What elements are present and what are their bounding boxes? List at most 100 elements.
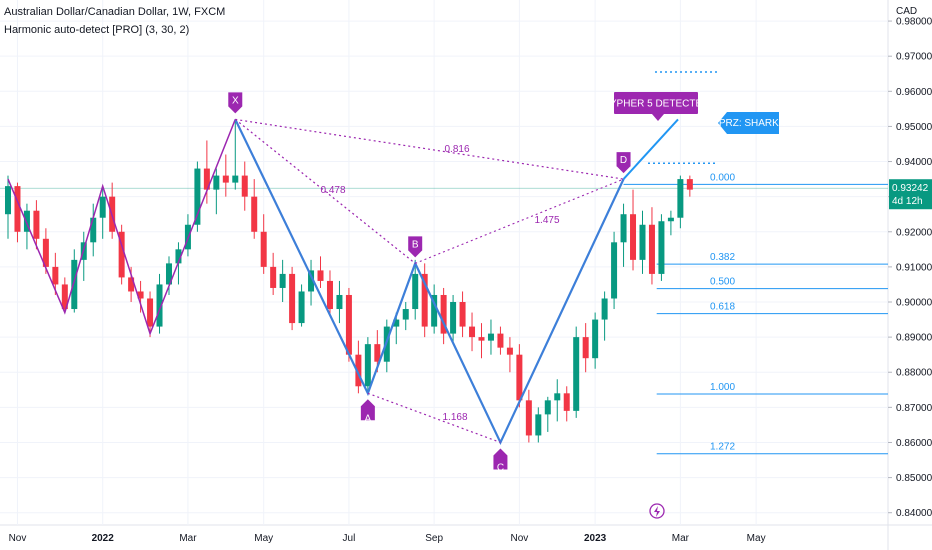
candle-body: [165, 263, 172, 285]
candle-body: [156, 284, 163, 327]
candle-body: [544, 400, 551, 415]
candle-body: [601, 298, 608, 320]
y-tick-label: 0.96000: [896, 87, 932, 98]
y-tick-label: 0.95000: [896, 122, 932, 133]
pattern-point-x: X: [228, 92, 243, 114]
candle-body: [497, 333, 504, 348]
indicator-label[interactable]: Harmonic auto-detect [PRO] (3, 30, 2): [4, 24, 190, 36]
candle-body: [232, 175, 239, 183]
candle-body: [33, 210, 40, 239]
candle-body: [175, 249, 182, 264]
candle-body: [677, 179, 684, 218]
fib-level-label: 0.500: [710, 277, 735, 288]
fib-level-label: 1.272: [710, 442, 735, 453]
candle-body: [289, 273, 296, 324]
candle-body: [61, 284, 68, 310]
y-tick-label: 0.84000: [896, 508, 932, 519]
fib-level-label: 0.000: [710, 172, 735, 183]
candle-body: [573, 337, 580, 411]
candle-body: [516, 354, 523, 401]
y-tick-label: 0.92000: [896, 227, 932, 238]
candle-body: [582, 337, 589, 359]
ratio-line: [234, 118, 416, 264]
y-tick-label: 0.98000: [896, 17, 932, 28]
candle-body: [147, 298, 154, 327]
candle-body: [270, 266, 277, 288]
candle-body: [298, 291, 305, 324]
candle-body: [620, 214, 627, 243]
point-marker: [360, 399, 375, 421]
candle-body: [14, 186, 21, 232]
bar-countdown: 4d 12h: [892, 196, 923, 207]
y-tick-label: 0.91000: [896, 262, 932, 273]
candle-body: [393, 319, 400, 327]
fib-level-label: 0.618: [710, 302, 735, 313]
projection-line: [622, 118, 679, 180]
candle-body: [450, 302, 457, 334]
zigzag-line: [7, 119, 236, 336]
current-price-label: 0.93242 4d 12h: [889, 179, 932, 210]
fib-levels: 0.000 0.382 0.500 0.618 1.000 1.272: [0, 71, 888, 455]
candle-body: [412, 273, 419, 310]
pattern-point-b: B: [408, 236, 423, 258]
x-tick-label: Nov: [510, 533, 528, 544]
y-tick-label: 0.88000: [896, 368, 932, 379]
point-marker: [228, 92, 243, 114]
candle-body: [5, 186, 11, 215]
candle-body: [23, 210, 30, 232]
y-tick-label: 0.85000: [896, 473, 932, 484]
y-tick-label: 0.94000: [896, 157, 932, 168]
point-label: X: [232, 95, 239, 106]
y-tick-label: 0.89000: [896, 333, 932, 344]
candle-body: [374, 344, 381, 362]
candle-body: [137, 291, 144, 299]
x-tick-label: Nov: [9, 533, 27, 544]
point-label: C: [497, 462, 504, 473]
prz-tag: PRZ: SHARK 5: [718, 112, 788, 134]
point-marker: [616, 152, 631, 174]
x-tick-label: 2023: [584, 533, 607, 544]
x-tick-label: Sep: [425, 533, 443, 544]
candle-body: [421, 273, 428, 327]
prz-tag-label: PRZ: SHARK 5: [719, 118, 788, 129]
zigzag: [7, 119, 236, 336]
candle-body: [686, 179, 693, 190]
ratio-label: 1.168: [442, 412, 467, 423]
candle-body: [630, 214, 637, 260]
event-icon-ring: [649, 503, 665, 519]
candle-body: [71, 259, 78, 310]
point-label: D: [620, 155, 627, 166]
candle-body: [554, 393, 561, 401]
candle-body: [535, 414, 542, 436]
event-lightning-icon: [649, 503, 665, 519]
candle-body: [308, 270, 315, 292]
candle-body: [431, 294, 438, 327]
event-icon-bolt: [654, 506, 660, 517]
candle-body: [90, 217, 97, 243]
harmonic-pattern: 0.816 0.478 1.475 1.168 X A B C D: [228, 92, 679, 473]
detected-tag-box: [614, 92, 698, 114]
candle-body: [648, 224, 655, 274]
point-label: A: [365, 413, 372, 424]
candle-body: [326, 280, 333, 310]
candle-body: [478, 337, 485, 341]
candle-body: [99, 196, 106, 218]
price-axis[interactable]: 0.980000.970000.960000.950000.940000.930…: [888, 17, 932, 520]
x-tick-label: Jul: [343, 533, 356, 544]
detected-tag-label: CYPHER 5 DETECTED: [603, 99, 710, 110]
candle-body: [317, 270, 324, 281]
ratio-label: 0.816: [444, 144, 469, 155]
y-tick-label: 0.86000: [896, 438, 932, 449]
fib-level-label: 1.000: [710, 382, 735, 393]
candle-body: [336, 294, 343, 310]
time-axis[interactable]: Nov 2022 Mar May Jul Sep Nov 2023 Mar May: [9, 533, 766, 544]
candle-body: [355, 354, 362, 387]
x-tick-label: May: [254, 533, 273, 544]
candle-body: [118, 231, 125, 278]
candle-body: [639, 224, 646, 260]
candle-body: [52, 266, 59, 285]
x-tick-label: Mar: [179, 533, 197, 544]
ratio-line: [235, 118, 624, 180]
detected-tag: CYPHER 5 DETECTED: [603, 92, 710, 121]
